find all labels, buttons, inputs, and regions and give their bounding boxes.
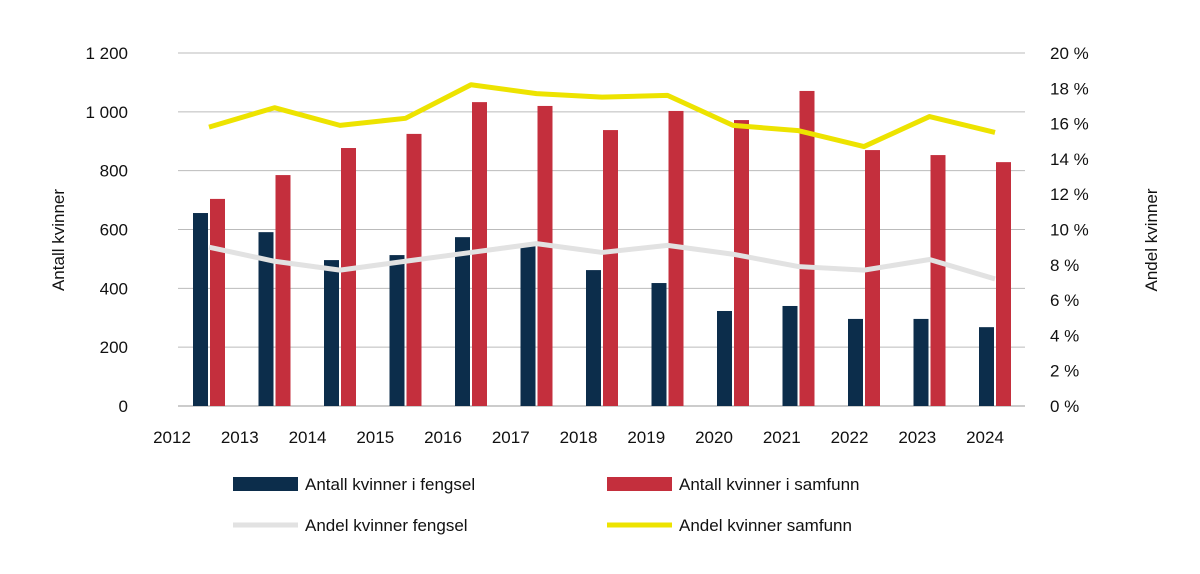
x-tick-label: 2014 — [289, 428, 327, 447]
y2-tick-label: 14 % — [1050, 150, 1089, 169]
x-tick-label: 2013 — [221, 428, 259, 447]
bar-fengsel — [913, 318, 929, 406]
bar-samfunn — [799, 90, 815, 406]
y-tick-label: 600 — [100, 221, 128, 240]
bars — [193, 90, 1011, 407]
lines — [208, 82, 996, 282]
x-tick-label: 2018 — [560, 428, 598, 447]
x-tick-label: 2016 — [424, 428, 462, 447]
y2-tick-label: 2 % — [1050, 362, 1079, 381]
bar-fengsel — [193, 213, 208, 406]
x-tick-label: 2019 — [627, 428, 665, 447]
legend-label: Andel kvinner fengsel — [305, 516, 468, 535]
bar-samfunn — [603, 130, 618, 407]
legend-swatch — [607, 477, 672, 491]
bar-samfunn — [668, 110, 684, 406]
x-tick-label: 2024 — [966, 428, 1004, 447]
bar-samfunn — [472, 102, 487, 407]
bar-fengsel — [324, 260, 339, 406]
bar-fengsel — [455, 237, 470, 406]
y2-tick-label: 8 % — [1050, 256, 1079, 275]
x-tick-label: 2023 — [898, 428, 936, 447]
y2-tick-label: 20 % — [1050, 44, 1089, 63]
y-tick-label: 800 — [100, 162, 128, 181]
bar-fengsel — [848, 318, 863, 406]
x-tick-label: 2020 — [695, 428, 733, 447]
bar-fengsel — [389, 255, 405, 406]
y-tick-label: 0 — [119, 397, 128, 416]
bar-samfunn — [865, 150, 880, 406]
legend-label: Andel kvinner samfunn — [679, 516, 852, 535]
x-tick-label: 2022 — [831, 428, 869, 447]
y2-tick-label: 18 % — [1050, 79, 1089, 98]
y2-tick-label: 12 % — [1050, 185, 1089, 204]
bar-samfunn — [341, 148, 356, 406]
bar-samfunn — [734, 120, 749, 406]
bar-fengsel — [979, 327, 994, 406]
gridlines — [178, 52, 1025, 407]
y2-tick-label: 6 % — [1050, 291, 1079, 310]
bar-samfunn — [996, 162, 1011, 406]
y2-tick-label: 4 % — [1050, 326, 1079, 345]
bar-samfunn — [930, 155, 946, 406]
legend: Antall kvinner i fengsel Antall kvinner i… — [233, 475, 859, 535]
x-tick-label: 2017 — [492, 428, 530, 447]
axes: 0 200 400 600 800 1 000 1 200 0 % 2 % 4 % 6 % 8 % 10… — [85, 44, 1088, 447]
x-tick-label: 2015 — [356, 428, 394, 447]
bar-samfunn — [275, 175, 291, 406]
y-tick-label: 200 — [100, 338, 128, 357]
bar-fengsel — [520, 243, 536, 406]
bar-fengsel — [586, 270, 601, 406]
line-andel-samfunn — [208, 82, 996, 150]
legend-swatch — [233, 477, 298, 491]
legend-label: Antall kvinner i samfunn — [679, 475, 859, 494]
legend-label: Antall kvinner i fengsel — [305, 475, 475, 494]
y2-axis-label: Andel kvinner — [1142, 188, 1161, 291]
y-axis-label: Antall kvinner — [49, 189, 68, 291]
bar-fengsel — [258, 232, 274, 406]
line-andel-fengsel — [208, 241, 996, 282]
y-tick-label: 400 — [100, 279, 128, 298]
x-tick-label: 2012 — [153, 428, 191, 447]
x-tick-label: 2021 — [763, 428, 801, 447]
bar-samfunn — [210, 198, 225, 406]
bar-fengsel — [782, 305, 798, 406]
y2-tick-label: 16 % — [1050, 115, 1089, 134]
bar-samfunn — [406, 133, 422, 407]
bar-fengsel — [651, 283, 667, 406]
y-tick-label: 1 000 — [85, 103, 128, 122]
y2-tick-label: 10 % — [1050, 221, 1089, 240]
bar-fengsel — [717, 310, 732, 406]
y2-tick-label: 0 % — [1050, 397, 1079, 416]
bar-samfunn — [537, 105, 553, 406]
y-tick-label: 1 200 — [85, 44, 128, 63]
